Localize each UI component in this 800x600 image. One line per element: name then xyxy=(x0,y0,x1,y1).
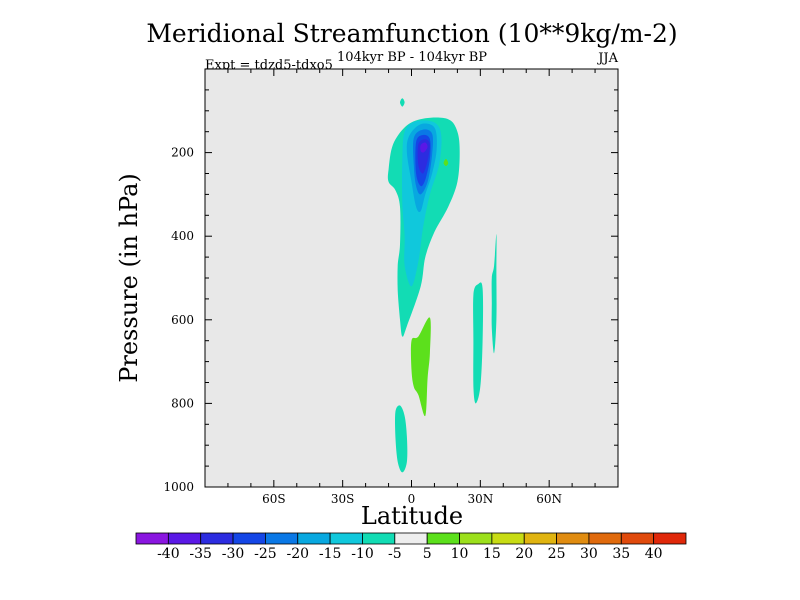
colorbar-label: -30 xyxy=(222,546,245,562)
colorbar-label: -40 xyxy=(157,546,180,562)
contour-small-positive-spot xyxy=(443,158,449,166)
colorbar-swatch xyxy=(135,532,169,545)
chart-title: Meridional Streamfunction (10**9kg/m-2) xyxy=(146,19,677,48)
colorbar-swatch xyxy=(200,532,234,545)
colorbar-label: -25 xyxy=(254,546,277,562)
x-tick-label: 60N xyxy=(536,492,562,506)
x-axis-label: Latitude xyxy=(361,502,463,530)
y-tick-label: 1000 xyxy=(163,480,194,494)
colorbar-swatch xyxy=(653,532,687,545)
contour-lower-positive-cell xyxy=(410,317,431,417)
contour-cell-36n xyxy=(491,234,497,354)
colorbar-label: -5 xyxy=(388,546,402,562)
x-tick-label: 60S xyxy=(262,492,286,506)
y-tick-label: 600 xyxy=(171,313,194,327)
colorbar-label: -15 xyxy=(319,546,342,562)
contour-deep-negative-cell xyxy=(395,405,408,473)
colorbar-swatch xyxy=(426,532,460,545)
x-tick-label: 30N xyxy=(467,492,493,506)
x-tick-label: 0 xyxy=(408,492,416,506)
season-annotation: JJA xyxy=(596,51,618,66)
colorbar-label: -35 xyxy=(189,546,212,562)
y-tick-label: 800 xyxy=(171,396,194,410)
colorbar-label: 40 xyxy=(645,546,663,562)
colorbar-label: 35 xyxy=(612,546,630,562)
axis-ticks: 60S 30S 0 30N 60N 200 400 600 800 1000 xyxy=(163,69,618,506)
contour-cell-30n xyxy=(473,282,484,404)
colorbar-label: 20 xyxy=(515,546,533,562)
colorbar: -40 -35 -30 -25 -20 -15 -10 -5 5 10 15 20 25 30 35 40 xyxy=(135,532,687,562)
colorbar-swatch xyxy=(167,532,202,545)
colorbar-label: -20 xyxy=(286,546,309,562)
colorbar-swatch xyxy=(491,532,525,545)
colorbar-label: 10 xyxy=(451,546,469,562)
contour-regions xyxy=(387,98,497,473)
y-tick-label: 200 xyxy=(171,146,194,160)
colorbar-label: 5 xyxy=(423,546,432,562)
colorbar-swatch xyxy=(297,532,331,545)
colorbar-swatch xyxy=(588,532,622,545)
colorbar-swatch xyxy=(523,532,557,545)
colorbar-swatch xyxy=(329,532,363,545)
contour-top-spot xyxy=(400,98,405,107)
colorbar-label: 30 xyxy=(580,546,598,562)
colorbar-swatch xyxy=(620,532,655,545)
x-tick-label: 30S xyxy=(331,492,355,506)
colorbar-label: 25 xyxy=(548,546,566,562)
colorbar-swatch xyxy=(232,532,266,545)
chart-subtitle: 104kyr BP - 104kyr BP xyxy=(337,50,487,65)
colorbar-swatch xyxy=(394,532,428,545)
colorbar-swatch xyxy=(362,532,396,545)
contour-main-cell-40 xyxy=(420,142,428,153)
y-axis-label: Pressure (in hPa) xyxy=(115,173,143,383)
colorbar-swatch xyxy=(556,532,590,545)
colorbar-label: 15 xyxy=(483,546,501,562)
colorbar-swatch xyxy=(459,532,493,545)
y-tick-label: 400 xyxy=(171,229,194,243)
colorbar-label: -10 xyxy=(351,546,374,562)
colorbar-swatch xyxy=(265,532,299,545)
